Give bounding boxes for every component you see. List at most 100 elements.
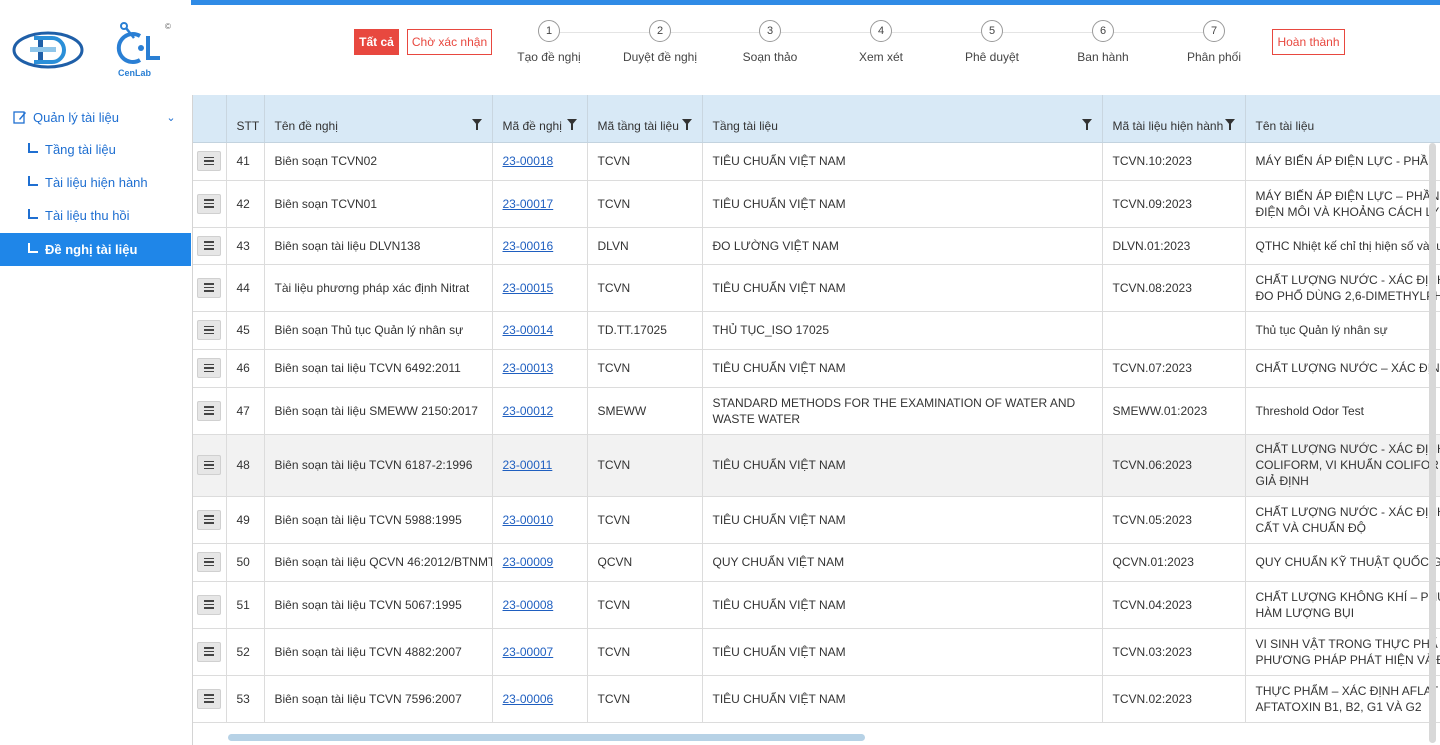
column-header[interactable]: Tầng tài liệu bbox=[702, 95, 1103, 143]
cell-stt: 50 bbox=[226, 543, 265, 582]
proposal-code-link[interactable]: 23-00006 bbox=[502, 691, 554, 706]
table-row[interactable]: 43 Biên soạn tài liệu DLVN138 23-00016 DLVN… bbox=[193, 227, 1440, 265]
table-row[interactable]: 47 Biên soạn tài liệu SMEWW 2150:2017 23-0… bbox=[193, 387, 1440, 435]
filter-waiting-button[interactable]: Chờ xác nhận bbox=[407, 29, 492, 55]
filter-all-button[interactable]: Tất cả bbox=[354, 29, 399, 55]
filter-completed-button[interactable]: Hoàn thành bbox=[1272, 29, 1345, 55]
row-menu-icon[interactable] bbox=[197, 509, 221, 530]
cell-code: 23-00008 bbox=[492, 581, 588, 629]
column-header-label: Tên tài liệu bbox=[1255, 119, 1315, 134]
table-row[interactable]: 41 Biên soạn TCVN02 23-00018 TCVN TIÊU CHUẨN… bbox=[193, 142, 1440, 181]
chevron-down-icon[interactable]: ⌄ bbox=[166, 111, 176, 124]
filter-icon[interactable] bbox=[681, 119, 692, 130]
proposal-code-link[interactable]: 23-00007 bbox=[502, 644, 554, 659]
step-number: 1 bbox=[538, 20, 560, 42]
column-header: STT bbox=[226, 95, 265, 143]
row-action-cell bbox=[193, 264, 227, 312]
table-row[interactable]: 51 Biên soạn tài liệu TCVN 5067:1995 23-00… bbox=[193, 581, 1440, 629]
horizontal-scrollbar[interactable] bbox=[228, 734, 865, 741]
step-review[interactable]: 4 Xem xét bbox=[836, 20, 926, 64]
sidebar-item-document-proposals[interactable]: Đề nghị tài liệu bbox=[0, 233, 191, 266]
cell-code: 23-00013 bbox=[492, 349, 588, 388]
column-header[interactable]: Mã tầng tài liệu bbox=[587, 95, 703, 143]
cell-stt: 48 bbox=[226, 434, 265, 497]
filter-icon[interactable] bbox=[1081, 119, 1092, 130]
step-drafting[interactable]: 3 Soạn thảo bbox=[725, 20, 815, 64]
table-row[interactable]: 49 Biên soạn tài liệu TCVN 5988:1995 23-00… bbox=[193, 496, 1440, 544]
cell-doc-name: CHẤT LƯỢNG KHÔNG KHÍ – PHƯ HÀM LƯỢNG BỤI bbox=[1245, 581, 1440, 629]
row-menu-icon[interactable] bbox=[197, 235, 221, 256]
step-create-proposal[interactable]: 1 Tạo đề nghị bbox=[504, 20, 594, 64]
table-row[interactable]: 45 Biên soạn Thủ tục Quản lý nhân sự 23-00… bbox=[193, 311, 1440, 350]
row-menu-icon[interactable] bbox=[197, 320, 221, 340]
table-row[interactable]: 50 Biên soạn tài liệu QCVN 46:2012/BTNMT 2… bbox=[193, 543, 1440, 582]
step-approval[interactable]: 5 Phê duyệt bbox=[947, 20, 1037, 64]
proposal-code-link[interactable]: 23-00011 bbox=[502, 458, 553, 472]
cell-code: 23-00011 bbox=[492, 434, 588, 497]
nav-group-document-management[interactable]: Quản lý tài liệu ⌄ bbox=[0, 104, 191, 130]
cell-doc-name: QTHC Nhiệt kế chỉ thị hiện số và tư bbox=[1245, 227, 1440, 265]
proposal-code-link[interactable]: 23-00008 bbox=[502, 597, 554, 612]
column-header bbox=[193, 95, 227, 143]
row-menu-icon[interactable] bbox=[197, 193, 221, 214]
step-number: 4 bbox=[870, 20, 892, 42]
proposal-code-link[interactable]: 23-00010 bbox=[502, 512, 554, 527]
proposal-code-link[interactable]: 23-00013 bbox=[502, 361, 554, 375]
step-issuance[interactable]: 6 Ban hành bbox=[1058, 20, 1148, 64]
proposal-code-link[interactable]: 23-00016 bbox=[502, 238, 554, 253]
cell-name: Biên soạn tai liệu TCVN 6492:2011 bbox=[264, 349, 493, 388]
cell-name: Biên soạn TCVN02 bbox=[264, 142, 493, 181]
row-action-cell bbox=[193, 581, 227, 629]
proposal-code-link[interactable]: 23-00012 bbox=[502, 403, 554, 418]
proposal-code-link[interactable]: 23-00017 bbox=[502, 196, 554, 211]
row-menu-icon[interactable] bbox=[197, 358, 221, 378]
sidebar-item-current-documents[interactable]: Tài liệu hiện hành bbox=[0, 166, 191, 199]
proposal-code-link[interactable]: 23-00014 bbox=[502, 323, 554, 337]
row-action-cell bbox=[193, 142, 227, 181]
cell-layer-code: DLVN bbox=[587, 227, 703, 265]
table-row[interactable]: 52 Biên soạn tài liệu TCVN 4882:2007 23-00… bbox=[193, 628, 1440, 676]
cenlab-logo[interactable]: © CenLab bbox=[114, 22, 176, 80]
table-row[interactable]: 53 Biên soạn tài liệu TCVN 7596:2007 23-00… bbox=[193, 675, 1440, 723]
proposal-code-link[interactable]: 23-00015 bbox=[502, 280, 554, 295]
row-menu-icon[interactable] bbox=[197, 400, 221, 421]
proposal-code-link[interactable]: 23-00018 bbox=[502, 154, 554, 168]
table-row[interactable]: 46 Biên soạn tai liệu TCVN 6492:2011 23-00… bbox=[193, 349, 1440, 388]
cell-name: Biên soạn tài liệu TCVN 6187-2:1996 bbox=[264, 434, 493, 497]
filter-icon[interactable] bbox=[1224, 119, 1235, 130]
cell-layer-code: SMEWW bbox=[587, 387, 703, 435]
table-row[interactable]: 44 Tài liệu phương pháp xác định Nitrat 23… bbox=[193, 264, 1440, 312]
column-header[interactable]: Mã tài liệu hiện hành bbox=[1102, 95, 1246, 143]
row-menu-icon[interactable] bbox=[197, 277, 221, 298]
cell-doc-name: CHẤT LƯỢNG NƯỚC - XÁC ĐỊNH ĐO PHỔ DÙNG 2… bbox=[1245, 264, 1440, 312]
step-number: 5 bbox=[981, 20, 1003, 42]
cell-layer-code: TCVN bbox=[587, 496, 703, 544]
cell-stt: 47 bbox=[226, 387, 265, 435]
row-menu-icon[interactable] bbox=[197, 552, 221, 572]
row-menu-icon[interactable] bbox=[197, 455, 221, 475]
proposal-code-link[interactable]: 23-00009 bbox=[502, 555, 554, 569]
column-header-label: Mã đề nghị bbox=[502, 119, 562, 134]
step-distribution[interactable]: 7 Phân phối bbox=[1169, 20, 1259, 64]
row-menu-icon[interactable] bbox=[197, 151, 221, 171]
table-row[interactable]: 42 Biên soạn TCVN01 23-00017 TCVN TIÊU CHUẨN… bbox=[193, 180, 1440, 228]
column-header[interactable]: Mã đề nghị bbox=[492, 95, 588, 143]
cell-name: Biên soạn tài liệu TCVN 5988:1995 bbox=[264, 496, 493, 544]
step-approve-proposal[interactable]: 2 Duyệt đề nghị bbox=[615, 20, 705, 64]
company-logo[interactable] bbox=[12, 30, 84, 70]
row-menu-icon[interactable] bbox=[197, 594, 221, 615]
row-menu-icon[interactable] bbox=[197, 641, 221, 662]
sidebar-item-document-layers[interactable]: Tầng tài liệu bbox=[0, 133, 191, 166]
cell-doc-code: QCVN.01:2023 bbox=[1102, 543, 1246, 582]
cell-doc-code: TCVN.07:2023 bbox=[1102, 349, 1246, 388]
vertical-scrollbar[interactable] bbox=[1429, 143, 1436, 743]
table-row[interactable]: 48 Biên soạn tài liệu TCVN 6187-2:1996 23-… bbox=[193, 434, 1440, 497]
cell-name: Biên soạn tài liệu TCVN 5067:1995 bbox=[264, 581, 493, 629]
sidebar-item-revoked-documents[interactable]: Tài liệu thu hồi bbox=[0, 199, 191, 232]
row-menu-icon[interactable] bbox=[197, 688, 221, 709]
filter-icon[interactable] bbox=[566, 119, 577, 130]
column-header[interactable]: Tên đề nghị bbox=[264, 95, 493, 143]
cell-layer-code: TCVN bbox=[587, 581, 703, 629]
filter-icon[interactable] bbox=[471, 119, 482, 130]
